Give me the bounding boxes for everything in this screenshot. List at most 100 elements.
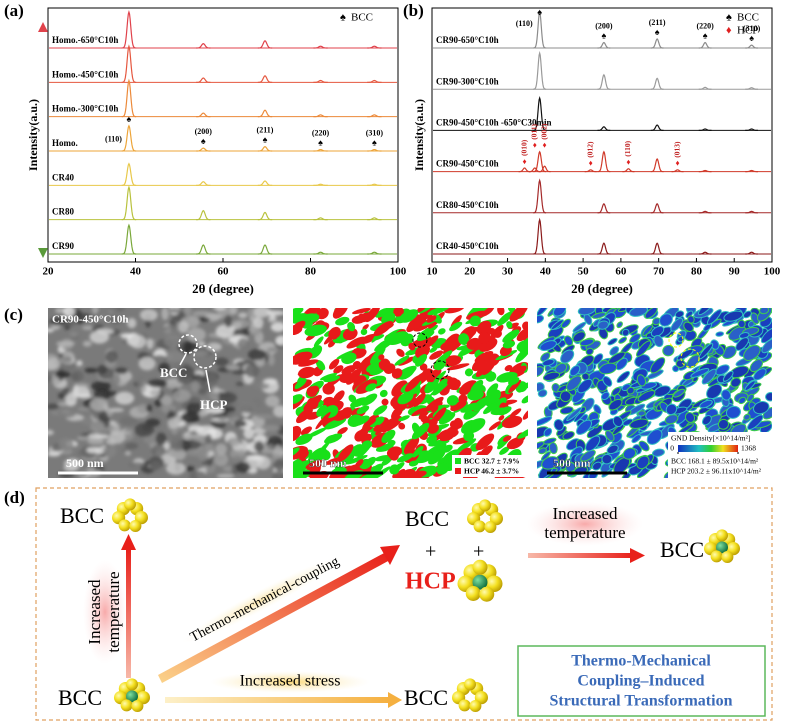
- grain: [266, 347, 279, 353]
- grain: [566, 375, 582, 391]
- grain: [235, 381, 244, 387]
- bcc-label: BCC: [660, 537, 704, 562]
- hcp-label: (011): [529, 123, 538, 139]
- atom-cluster: [452, 678, 488, 712]
- grain: [328, 358, 340, 370]
- grain: [629, 308, 648, 317]
- grain: [136, 374, 145, 388]
- scale-bar-label: 500 nm: [553, 456, 591, 470]
- grain: [293, 425, 302, 442]
- grain: [439, 434, 454, 442]
- grain: [541, 358, 555, 367]
- peak: [745, 128, 758, 131]
- grain: [475, 362, 490, 377]
- legend-swatch: [455, 468, 461, 474]
- trace: Homo.-300°C10h: [49, 78, 397, 118]
- grain: [502, 340, 516, 349]
- grain: [138, 356, 156, 371]
- peak: [698, 128, 712, 131]
- peak-label: (220): [312, 128, 330, 137]
- trace: CR90-650°C10h♠(110)♠(200)♠(211)♠(220)♠(3…: [433, 7, 771, 49]
- grain: [206, 342, 222, 352]
- peak: [313, 148, 328, 152]
- plus-sign: +: [473, 541, 484, 563]
- legend-label: HCP 46.2 ± 3.7%: [464, 467, 519, 476]
- grain: [642, 324, 654, 337]
- grain: [475, 433, 495, 451]
- grain: [97, 364, 108, 375]
- grain: [392, 308, 404, 317]
- grain: [265, 395, 280, 408]
- hcp-label: (002): [539, 123, 548, 140]
- grain: [353, 348, 367, 359]
- grain: [315, 359, 326, 371]
- temperature-label: temperature: [544, 523, 625, 542]
- peak: [257, 109, 273, 118]
- grain: [204, 433, 212, 444]
- grain: [313, 336, 324, 348]
- grain: [391, 406, 404, 420]
- peak: [745, 169, 758, 173]
- peak: [597, 242, 611, 255]
- x-tick-label: 40: [130, 266, 142, 278]
- xrd-panel: (a) 20 40 60 80 100 2θ (degree) Intensity(a.u.)…: [4, 1, 407, 296]
- atom: [479, 499, 491, 512]
- grain: [636, 455, 650, 470]
- grain: [602, 375, 613, 387]
- grain: [737, 319, 746, 329]
- grain: [406, 397, 417, 406]
- grain: [108, 407, 125, 413]
- peak-label: (211): [649, 18, 666, 27]
- hcp-peak: [518, 167, 531, 173]
- x-tick-label: 100: [390, 266, 407, 278]
- peak: [533, 50, 547, 90]
- grain: [160, 395, 173, 406]
- trace: CR90-450°C10h -650°C30min: [433, 95, 771, 131]
- grain: [426, 315, 437, 323]
- hcp-label: HCP: [405, 569, 456, 595]
- grain: [346, 336, 366, 349]
- grain: [509, 308, 528, 322]
- grain: [300, 426, 312, 436]
- atom-center: [126, 690, 138, 703]
- grain: [485, 371, 497, 382]
- grain: [355, 459, 364, 468]
- grain: [501, 415, 523, 429]
- grain: [369, 416, 385, 428]
- grain: [580, 449, 596, 462]
- x-axis-label: 2θ (degree): [192, 281, 254, 296]
- trace-label: CR40-450°C10h: [436, 241, 499, 251]
- peak-marker: ♠: [263, 135, 268, 145]
- peak-label: (110): [105, 135, 122, 144]
- trace: CR40-450°C10h: [433, 217, 771, 255]
- grain: [149, 460, 162, 471]
- grain: [522, 321, 528, 331]
- grain: [333, 390, 345, 403]
- trace: Homo.-650°C10h: [49, 9, 397, 49]
- hcp-peak: [584, 169, 597, 173]
- grain: [324, 417, 347, 430]
- stress-arrow: [165, 697, 390, 703]
- peak-label: (220): [696, 21, 714, 30]
- peak: [533, 217, 547, 255]
- grain: [238, 312, 248, 319]
- grain: [177, 375, 193, 385]
- grain: [182, 434, 201, 439]
- grain: [446, 363, 470, 371]
- grain: [428, 449, 446, 465]
- colorbar-title: GND Density[×10^14/m²]: [671, 434, 750, 443]
- grain: [559, 390, 572, 403]
- grain: [400, 309, 419, 323]
- grain: [607, 337, 618, 346]
- grain: [356, 405, 370, 415]
- grain: [521, 395, 528, 404]
- plot-frame: [431, 7, 773, 263]
- grain: [226, 411, 242, 424]
- grain: [398, 415, 410, 422]
- grain: [674, 310, 685, 319]
- grain: [606, 444, 619, 455]
- grain: [293, 459, 303, 471]
- grain: [172, 389, 191, 403]
- plus-sign: +: [425, 541, 436, 563]
